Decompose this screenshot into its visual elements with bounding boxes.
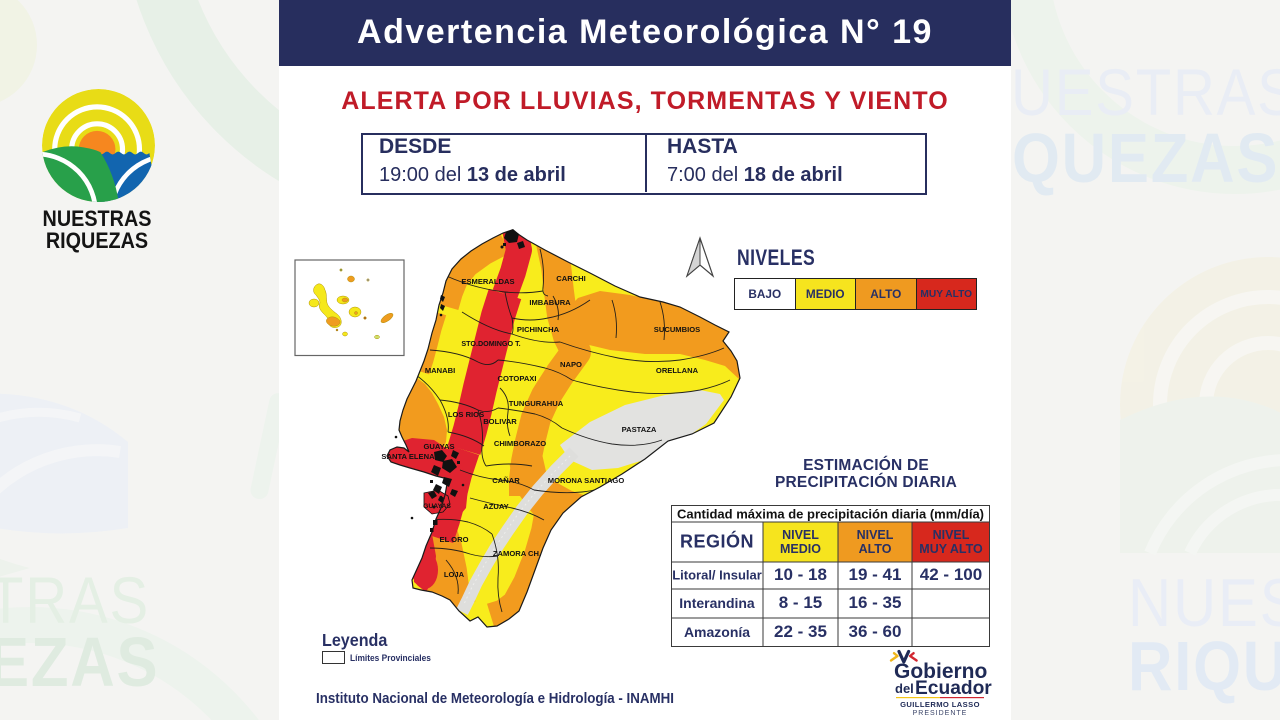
svg-text:SUCUMBIOS: SUCUMBIOS [654,325,700,334]
svg-text:AZUAY: AZUAY [483,502,508,511]
svg-text:ESMERALDAS: ESMERALDAS [461,277,514,286]
svg-text:CHIMBORAZO: CHIMBORAZO [494,439,546,448]
svg-text:GUAYAS: GUAYAS [423,442,454,451]
svg-text:LOJA: LOJA [444,570,465,579]
svg-text:MANABI: MANABI [425,366,455,375]
svg-text:STO.DOMINGO T.: STO.DOMINGO T. [461,339,520,348]
svg-text:IMBABURA: IMBABURA [529,298,571,307]
svg-text:del: del [895,681,914,696]
svg-text:TUNGURAHUA: TUNGURAHUA [509,399,564,408]
svg-text:PRESIDENTE: PRESIDENTE [913,710,968,717]
svg-text:COTOPAXI: COTOPAXI [498,374,537,383]
svg-text:PICHINCHA: PICHINCHA [517,325,560,334]
svg-text:ORELLANA: ORELLANA [656,366,699,375]
svg-text:GUILLERMO LASSO: GUILLERMO LASSO [900,700,980,709]
svg-text:Ecuador: Ecuador [915,678,992,699]
svg-text:CARCHI: CARCHI [556,274,586,283]
svg-text:MORONA SANTIAGO: MORONA SANTIAGO [548,476,625,485]
svg-text:NAPO: NAPO [560,360,582,369]
svg-text:EL ORO: EL ORO [440,535,469,544]
svg-text:Gobierno: Gobierno [894,660,987,683]
svg-text:GUAYAS: GUAYAS [423,503,451,510]
svg-text:ZAMORA CH.: ZAMORA CH. [493,549,541,558]
svg-text:BOLIVAR: BOLIVAR [483,417,517,426]
svg-text:PASTAZA: PASTAZA [622,425,657,434]
svg-text:CAÑAR: CAÑAR [492,476,520,485]
svg-text:LOS RIOS: LOS RIOS [448,410,484,419]
svg-text:SANTA ELENA: SANTA ELENA [381,452,435,461]
